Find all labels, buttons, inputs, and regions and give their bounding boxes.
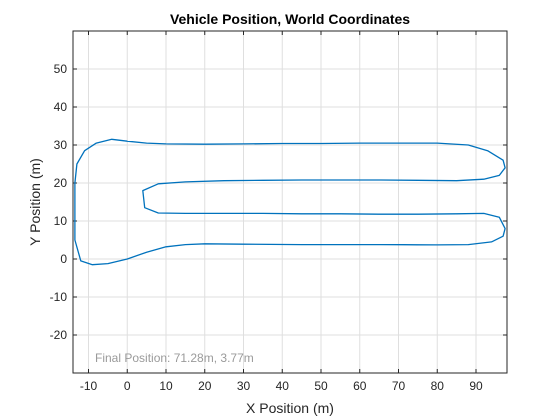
vehicle-trajectory-line [74,138,506,266]
final-position-annotation: Final Position: 71.28m, 3.77m [95,351,254,365]
x-tick-label: 30 [237,379,251,393]
x-tick-label: 90 [469,379,483,393]
y-tick-label: 20 [54,176,68,190]
y-tick-label: 10 [54,214,68,228]
ticks: -10 0 10 20 30 40 50 60 70 80 90 -20 -10 0 10 20 30 40 50 [50,31,507,393]
x-tick-label: -10 [80,379,98,393]
x-tick-label: 80 [431,379,445,393]
x-tick-label: 40 [276,379,290,393]
x-tick-label: 70 [392,379,406,393]
grid [73,31,507,373]
plot-frame [72,30,508,374]
x-tick-label: 10 [159,379,173,393]
y-tick-label: -10 [50,290,68,304]
x-tick-label: 50 [314,379,328,393]
y-tick-label: 30 [54,138,68,152]
chart-title: Vehicle Position, World Coordinates [170,11,410,27]
y-tick-label: -20 [50,328,68,342]
y-axis-label: Y Position (m) [27,158,43,246]
y-tick-label: 0 [60,252,67,266]
x-axis-label: X Position (m) [246,400,334,416]
y-tick-label: 50 [54,62,68,76]
series-layer [74,138,506,266]
y-tick-label: 40 [54,100,68,114]
x-tick-label: 20 [198,379,212,393]
x-tick-label: 60 [353,379,367,393]
x-tick-label: 0 [124,379,131,393]
